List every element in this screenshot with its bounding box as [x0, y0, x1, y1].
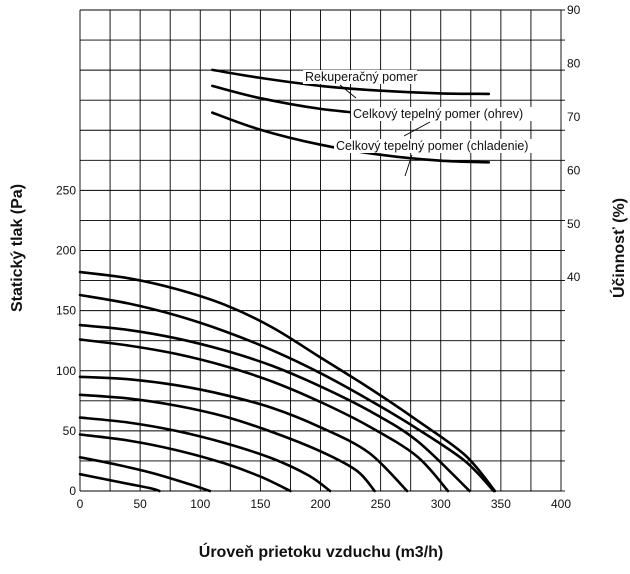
efficiency-curve-1 [211, 68, 491, 96]
y-right-tick-label: 50 [567, 217, 581, 231]
pressure-curve-3 [78, 433, 292, 493]
x-tick-label: 300 [431, 497, 451, 511]
y-left-tick-label: 250 [56, 183, 76, 197]
pressure-curve-5 [78, 393, 376, 493]
y-left-tick-label: 0 [69, 484, 76, 498]
pressure-curve-8 [78, 323, 471, 493]
efficiency-label-leader [339, 84, 357, 99]
x-tick-label: 0 [77, 497, 84, 511]
y-axis-title-left: Statický tlak (Pa) [9, 184, 26, 312]
pressure-curve-4 [78, 416, 332, 493]
x-tick-label: 50 [133, 497, 147, 511]
y-left-tick-label: 200 [56, 244, 76, 258]
efficiency-curves: Rekuperačný pomer Celkový tepelný pomer (… [211, 68, 556, 177]
pressure-curve-1 [78, 472, 161, 493]
y-left-tick-label: 50 [63, 424, 77, 438]
x-tick-label: 350 [491, 497, 511, 511]
x-tick-label: 100 [190, 497, 210, 511]
x-tick-label: 250 [371, 497, 391, 511]
efficiency-curve-label: Celkový tepelný pomer (ohrev) [353, 107, 523, 121]
efficiency-label-background [303, 70, 417, 84]
x-tick-label: 150 [250, 497, 270, 511]
efficiency-label-background [351, 107, 546, 121]
pressure-curve-10 [78, 270, 497, 493]
y-left-tick-label: 100 [56, 364, 76, 378]
x-axis-title: Úroveň prietoku vzduchu (m3/h) [199, 542, 443, 561]
pressure-curves [78, 270, 497, 493]
efficiency-label-leader [403, 121, 431, 137]
y-right-tick-label: 40 [567, 270, 581, 284]
pressure-curve-2 [78, 456, 212, 493]
y-right-tick-label: 80 [567, 56, 581, 70]
pressure-curve-6 [78, 375, 409, 493]
tick-labels: 0 50 100 150 200 250 300 350 400 0 50 100 150 200 250 4… [56, 3, 581, 511]
x-tick-label: 400 [551, 497, 571, 511]
pressure-curve-7 [78, 338, 450, 493]
y-right-tick-label: 90 [567, 3, 581, 17]
efficiency-curve-label: Celkový tepelný pomer (chladenie) [336, 139, 528, 153]
y-right-tick-label: 60 [567, 163, 581, 177]
y-axis-title-right: Účinnosť (%) [609, 198, 628, 298]
efficiency-curve-label: Rekuperačný pomer [305, 70, 418, 84]
y-right-tick-label: 70 [567, 110, 581, 124]
pressure-curve-9 [78, 293, 495, 493]
x-tick-label: 200 [310, 497, 330, 511]
y-left-tick-label: 150 [56, 304, 76, 318]
efficiency-label-leader [404, 154, 413, 177]
efficiency-label-background [334, 139, 556, 153]
